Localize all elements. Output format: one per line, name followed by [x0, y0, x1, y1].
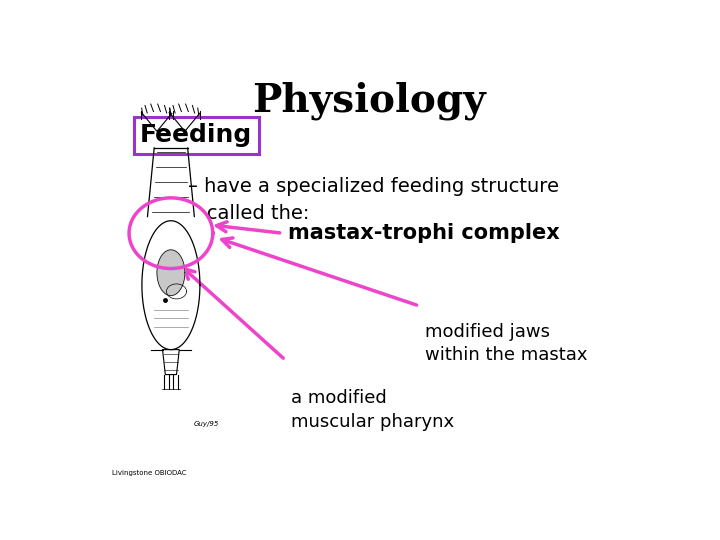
Text: a modified
muscular pharynx: a modified muscular pharynx — [291, 389, 454, 431]
Text: Livingstone OBIODAC: Livingstone OBIODAC — [112, 470, 186, 476]
Polygon shape — [157, 250, 185, 295]
Text: – have a specialized feeding structure
   called the:: – have a specialized feeding structure c… — [188, 177, 559, 222]
Text: modified jaws
within the mastax: modified jaws within the mastax — [425, 322, 588, 364]
Text: Physiology: Physiology — [252, 82, 486, 120]
Text: Feeding: Feeding — [140, 124, 253, 147]
Polygon shape — [142, 221, 200, 349]
Text: Guy/95: Guy/95 — [193, 421, 219, 427]
Text: mastax-trophi complex: mastax-trophi complex — [288, 223, 560, 243]
